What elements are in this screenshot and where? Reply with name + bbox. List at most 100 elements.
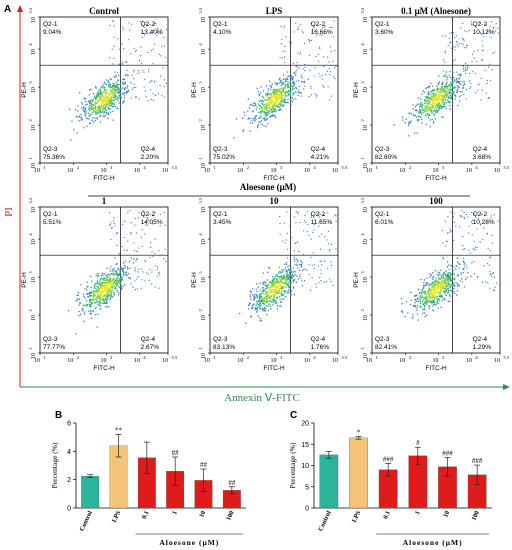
bar-chart-c: 0 5 10 15 20 Percentage (%) Control * LPS ### 0.1 #… [288,421,492,547]
flow-panel: Control Q2-19.04% Q2-213.40% Q2-375.36% Q2-4… [21,6,178,182]
y-axis-label: Percentage (%) [50,442,59,489]
y-tick-exponent: 5.5 [360,197,365,203]
quadrant-percent: 11.65% [311,219,333,226]
x-tick-label: 10 [466,168,472,174]
y-tick-exponent: 1 [198,347,203,349]
significance-mark: * [357,429,361,437]
quadrant-percent: 82.60% [375,154,397,161]
y-tick-label: 10 [363,277,369,283]
quadrant-name: Q2-1 [213,21,228,28]
flow-event-cloud [400,210,499,321]
x-tick-label: 10 [366,168,372,174]
category-label: 0.1 [141,510,151,520]
quadrant-percent: 4.21% [311,154,330,161]
y-tick-exponent: 4 [360,43,365,46]
quadrant-percent: 10.12% [473,29,495,36]
y-tick-label: 10 [31,353,37,359]
y-tick-label: 10 [201,315,207,321]
flow-x-axis-label: FITC-H [93,175,115,182]
y-tick-label: 10 [201,207,207,213]
quadrant-name: Q2-4 [141,336,156,343]
quadrant-percent: 75.36% [43,154,65,161]
x-tick-label: 10 [237,168,243,174]
bar [349,437,368,509]
y-tick-exponent: 3 [360,271,365,274]
significance-mark: ### [472,457,483,465]
flow-event-cloud [68,20,167,141]
x-tick-exponent: 4 [313,355,316,360]
flow-panel-title: 10 [270,196,280,206]
y-tick-label: 10 [363,239,369,245]
annexin-axis-arrow [503,384,510,390]
bar-chart-b: 0 2 4 6 Percentage (%) Control ** LPS 0.1 ## 1 ## 10… [50,421,246,547]
y-tick-exponent: 5.5 [28,7,33,13]
y-tick-exponent: 3 [198,271,203,274]
category-label: LPS [351,510,363,524]
x-tick-exponent: 1 [376,165,378,170]
quadrant-name: Q2-4 [473,336,488,343]
quadrant-name: Q2-3 [43,336,58,343]
x-tick-exponent: 3 [110,165,113,170]
x-tick-exponent: 1 [214,165,216,170]
quadrant-percent: 14.05% [141,219,163,226]
y-tick-label: 10 [363,125,369,131]
x-tick-label: 10 [399,358,405,364]
flow-panel-title: 0.1 μM (Aloesone) [401,6,471,16]
quadrant-name: Q2-3 [375,146,390,153]
quadrant-percent: 82.41% [375,344,397,351]
y-tick-label: 10 [363,17,369,23]
y-tick-label: 0 [67,506,71,513]
x-tick-label: 10 [34,168,40,174]
y-tick-exponent: 4 [198,43,203,46]
x-tick-exponent: 3 [442,165,445,170]
quadrant-percent: 6.01% [375,219,394,226]
y-tick-label: 10 [301,463,309,470]
x-tick-label: 10 [271,168,277,174]
x-tick-label: 10 [494,168,500,174]
x-tick-exponent: 2 [77,355,79,360]
quadrant-name: Q2-1 [375,21,390,28]
y-tick-exponent: 1 [28,157,33,159]
x-tick-label: 10 [304,358,310,364]
quadrant-percent: 2.20% [141,154,160,161]
x-tick-label: 10 [101,358,107,364]
flow-y-axis-label: PE-H [191,82,198,98]
y-tick-label: 15 [301,442,309,449]
significance-mark: ** [115,426,123,434]
x-tick-exponent: 1 [376,355,378,360]
y-tick-exponent: 5.5 [198,7,203,13]
y-tick-label: 10 [31,207,37,213]
y-tick-exponent: 1 [28,347,33,349]
y-tick-exponent: 5.5 [28,197,33,203]
flow-event-cloud [393,20,499,137]
flow-event-cloud [68,210,167,335]
flow-panel: 10 Q2-13.45% Q2-211.65% Q2-383.13% Q2-41.76%… [191,196,348,372]
y-tick-label: 10 [31,277,37,283]
flow-panel-title: Control [89,6,119,16]
y-tick-exponent: 4 [360,233,365,236]
quadrant-name: Q2-3 [375,336,390,343]
y-tick-exponent: 3 [360,81,365,84]
x-tick-exponent: 2 [409,165,411,170]
quadrant-percent: 4.10% [213,29,232,36]
flow-event-cloud [239,210,337,324]
flow-x-axis-label: FITC-H [93,365,115,372]
significance-mark: ## [172,449,180,457]
x-tick-exponent: 3 [280,165,283,170]
x-tick-label: 10 [162,168,168,174]
x-tick-exponent: 1 [44,165,46,170]
quadrant-percent: 5.51% [43,219,62,226]
y-tick-label: 2 [67,477,71,484]
x-tick-exponent: 3 [110,355,113,360]
x-tick-label: 10 [433,358,439,364]
x-tick-label: 10 [271,358,277,364]
x-tick-label: 10 [162,358,168,364]
y-tick-label: 10 [201,277,207,283]
flow-y-axis-label: PE-H [21,82,28,98]
significance-mark: ## [228,479,236,487]
quadrant-percent: 1.76% [311,344,330,351]
quadrant-name: Q2-2 [473,21,488,28]
quadrant-percent: 13.40% [141,29,163,36]
x-tick-exponent: 4 [143,355,146,360]
